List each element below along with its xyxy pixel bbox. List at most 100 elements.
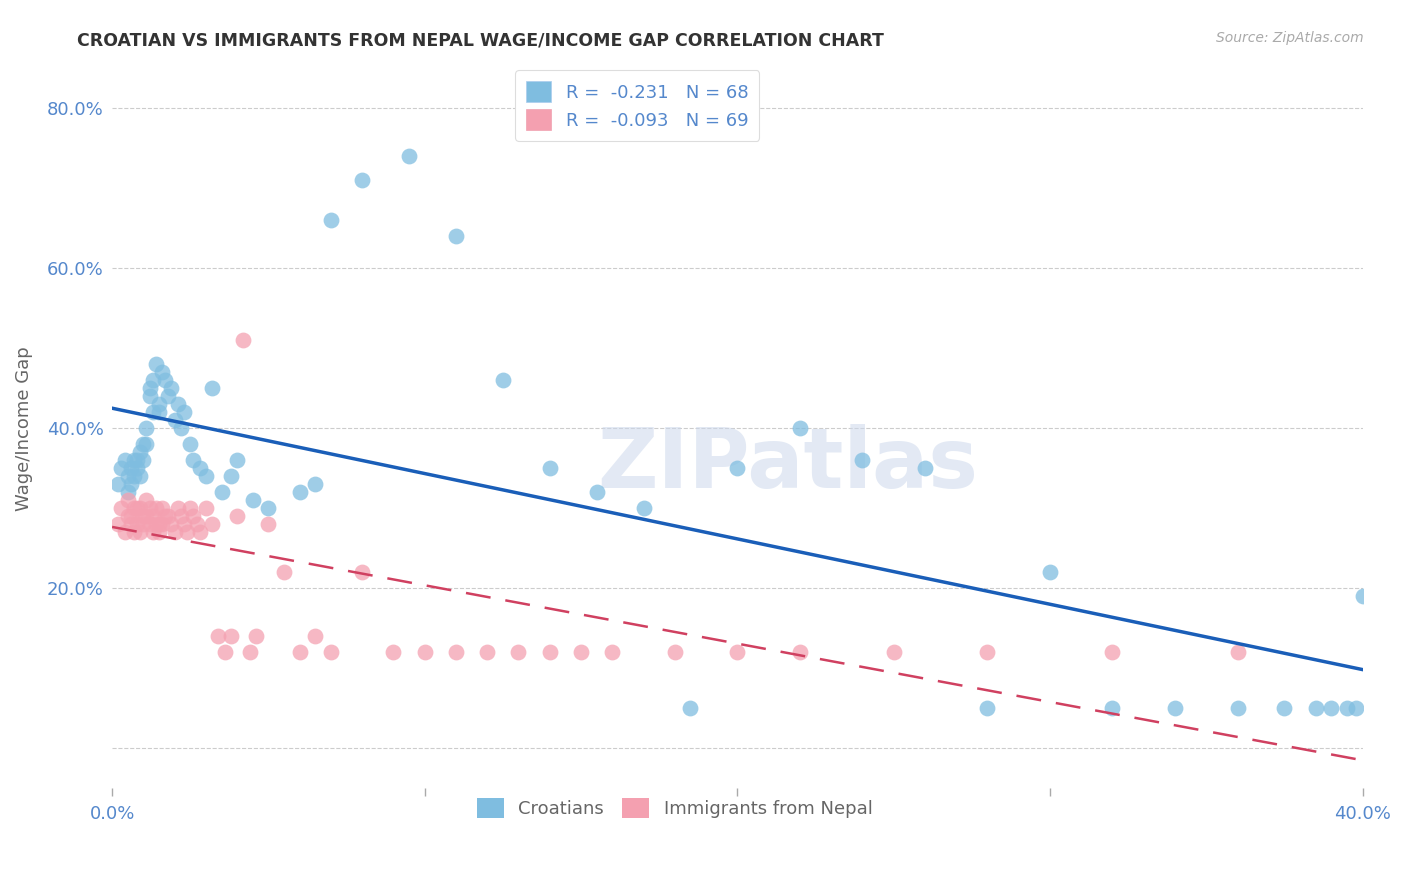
Point xyxy=(1351,589,1374,603)
Point xyxy=(188,461,211,475)
Point xyxy=(319,213,342,227)
Point xyxy=(117,469,139,483)
Point xyxy=(492,373,515,387)
Text: Source: ZipAtlas.com: Source: ZipAtlas.com xyxy=(1216,31,1364,45)
Point xyxy=(166,397,188,411)
Point xyxy=(120,461,142,475)
Point xyxy=(145,501,167,516)
Point xyxy=(157,509,180,524)
Point xyxy=(166,501,188,516)
Point xyxy=(107,517,129,532)
Point xyxy=(173,405,195,419)
Point xyxy=(122,453,145,467)
Point xyxy=(135,509,157,524)
Point xyxy=(129,445,152,459)
Point xyxy=(127,517,149,532)
Point xyxy=(138,381,160,395)
Point xyxy=(183,453,205,467)
Point xyxy=(538,645,561,659)
Point xyxy=(142,405,165,419)
Point xyxy=(201,517,224,532)
Point xyxy=(232,333,254,347)
Point xyxy=(122,525,145,540)
Point xyxy=(145,517,167,532)
Point xyxy=(477,645,499,659)
Point xyxy=(176,525,198,540)
Point xyxy=(135,493,157,508)
Point xyxy=(148,405,170,419)
Point xyxy=(257,517,280,532)
Point xyxy=(127,453,149,467)
Point xyxy=(142,373,165,387)
Point xyxy=(207,629,229,643)
Point xyxy=(160,381,183,395)
Point xyxy=(122,501,145,516)
Point xyxy=(132,517,155,532)
Point xyxy=(382,645,405,659)
Point xyxy=(122,469,145,483)
Point xyxy=(138,389,160,403)
Point xyxy=(194,501,217,516)
Point xyxy=(1164,701,1187,715)
Point xyxy=(725,461,748,475)
Point xyxy=(170,509,193,524)
Point xyxy=(163,525,186,540)
Point xyxy=(132,437,155,451)
Point xyxy=(444,645,467,659)
Point xyxy=(1320,701,1343,715)
Point xyxy=(129,525,152,540)
Point xyxy=(173,517,195,532)
Point xyxy=(1336,701,1358,715)
Point xyxy=(226,509,249,524)
Point xyxy=(117,509,139,524)
Point xyxy=(186,517,208,532)
Point xyxy=(226,453,249,467)
Point xyxy=(789,421,811,435)
Point xyxy=(142,509,165,524)
Point xyxy=(110,501,132,516)
Point xyxy=(107,477,129,491)
Point xyxy=(163,413,186,427)
Point xyxy=(132,453,155,467)
Point xyxy=(219,469,242,483)
Text: CROATIAN VS IMMIGRANTS FROM NEPAL WAGE/INCOME GAP CORRELATION CHART: CROATIAN VS IMMIGRANTS FROM NEPAL WAGE/I… xyxy=(77,31,884,49)
Point xyxy=(160,517,183,532)
Point xyxy=(150,501,173,516)
Point xyxy=(1274,701,1296,715)
Point xyxy=(1226,645,1249,659)
Point xyxy=(569,645,592,659)
Point xyxy=(288,645,311,659)
Point xyxy=(352,173,374,187)
Point xyxy=(600,645,623,659)
Point xyxy=(148,525,170,540)
Point xyxy=(883,645,905,659)
Point xyxy=(1305,701,1327,715)
Point xyxy=(150,365,173,379)
Point xyxy=(242,493,264,508)
Point xyxy=(789,645,811,659)
Point xyxy=(188,525,211,540)
Point xyxy=(157,389,180,403)
Point xyxy=(179,437,201,451)
Point xyxy=(179,501,201,516)
Point xyxy=(117,493,139,508)
Point xyxy=(664,645,686,659)
Point xyxy=(127,461,149,475)
Point xyxy=(194,469,217,483)
Point xyxy=(138,501,160,516)
Point xyxy=(219,629,242,643)
Point xyxy=(1039,565,1062,579)
Point xyxy=(304,629,326,643)
Point xyxy=(352,565,374,579)
Point xyxy=(1101,701,1123,715)
Point xyxy=(183,509,205,524)
Point xyxy=(155,509,177,524)
Point xyxy=(120,509,142,524)
Point xyxy=(398,149,420,163)
Point xyxy=(413,645,436,659)
Point xyxy=(976,645,998,659)
Point xyxy=(148,397,170,411)
Point xyxy=(1101,645,1123,659)
Y-axis label: Wage/Income Gap: Wage/Income Gap xyxy=(15,346,32,510)
Point xyxy=(135,421,157,435)
